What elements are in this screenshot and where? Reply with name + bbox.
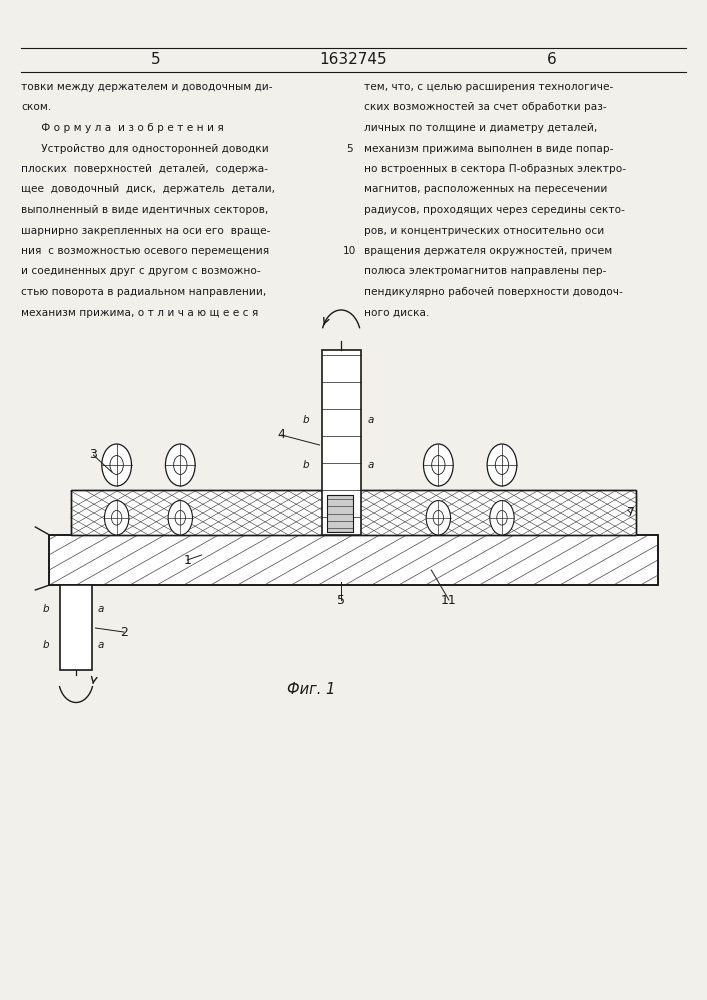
Bar [60, 585, 92, 670]
Text: ском.: ском. [21, 102, 52, 112]
Text: тем, что, с целью расширения технологиче-: тем, что, с целью расширения технологиче… [364, 82, 614, 92]
Text: радиусов, проходящих через середины секто-: радиусов, проходящих через середины сект… [364, 205, 625, 215]
Text: 6: 6 [547, 52, 556, 68]
Text: 2: 2 [119, 626, 128, 639]
Text: a: a [368, 415, 374, 425]
Text: a: a [368, 460, 374, 470]
Text: и соединенных друг с другом с возможно-: и соединенных друг с другом с возможно- [21, 266, 261, 276]
Text: 10: 10 [343, 246, 356, 256]
Text: 5: 5 [346, 143, 353, 153]
Text: пендикулярно рабочей поверхности доводоч-: пендикулярно рабочей поверхности доводоч… [364, 287, 623, 297]
Text: Ф о р м у л а  и з о б р е т е н и я: Ф о р м у л а и з о б р е т е н и я [21, 123, 224, 133]
Text: b: b [303, 415, 309, 425]
Polygon shape [71, 490, 636, 535]
Circle shape [165, 444, 195, 486]
Text: b: b [43, 604, 49, 614]
Text: 7: 7 [626, 506, 635, 520]
Text: b: b [43, 640, 49, 650]
Text: плоских  поверхностей  деталей,  содержа-: плоских поверхностей деталей, содержа- [21, 164, 268, 174]
Text: ров, и концентрических относительно оси: ров, и концентрических относительно оси [364, 226, 604, 235]
Circle shape [490, 501, 514, 535]
Text: Устройство для односторонней доводки: Устройство для односторонней доводки [21, 143, 269, 153]
Text: магнитов, расположенных на пересечении: магнитов, расположенных на пересечении [364, 184, 607, 194]
Text: ских возможностей за счет обработки раз-: ских возможностей за счет обработки раз- [364, 102, 607, 112]
Text: 5: 5 [337, 593, 346, 606]
Text: механизм прижима выполнен в виде попар-: механизм прижима выполнен в виде попар- [364, 143, 614, 153]
Text: a: a [98, 604, 104, 614]
Text: b: b [303, 460, 309, 470]
Circle shape [168, 501, 192, 535]
Text: Фиг. 1: Фиг. 1 [287, 682, 335, 698]
Text: товки между держателем и доводочным ди-: товки между держателем и доводочным ди- [21, 82, 273, 92]
Text: 1632745: 1632745 [320, 52, 387, 68]
Text: ного диска.: ного диска. [364, 308, 429, 318]
Text: механизм прижима, о т л и ч а ю щ е е с я: механизм прижима, о т л и ч а ю щ е е с … [21, 308, 259, 318]
Text: полюса электромагнитов направлены пер-: полюса электромагнитов направлены пер- [364, 266, 607, 276]
Text: шарнирно закрепленных на оси его  враще-: шарнирно закрепленных на оси его враще- [21, 226, 271, 235]
Text: 4: 4 [277, 428, 286, 442]
Polygon shape [49, 535, 658, 585]
Circle shape [487, 444, 517, 486]
Text: ния  с возможностью осевого перемещения: ния с возможностью осевого перемещения [21, 246, 269, 256]
Text: 5: 5 [151, 52, 160, 68]
Bar [322, 350, 361, 535]
Circle shape [426, 501, 450, 535]
Text: 1: 1 [183, 554, 192, 566]
Text: но встроенных в сектора П-образных электро-: но встроенных в сектора П-образных элект… [364, 164, 626, 174]
Circle shape [102, 444, 132, 486]
Text: a: a [98, 640, 104, 650]
Text: выполненный в виде идентичных секторов,: выполненный в виде идентичных секторов, [21, 205, 269, 215]
Text: щее  доводочный  диск,  держатель  детали,: щее доводочный диск, держатель детали, [21, 184, 275, 194]
Bar [327, 495, 354, 532]
Text: личных по толщине и диаметру деталей,: личных по толщине и диаметру деталей, [364, 123, 597, 133]
Text: вращения держателя окружностей, причем: вращения держателя окружностей, причем [364, 246, 612, 256]
Circle shape [423, 444, 453, 486]
Circle shape [105, 501, 129, 535]
Text: 11: 11 [441, 593, 457, 606]
Text: 3: 3 [89, 448, 98, 462]
Text: стью поворота в радиальном направлении,: стью поворота в радиальном направлении, [21, 287, 267, 297]
